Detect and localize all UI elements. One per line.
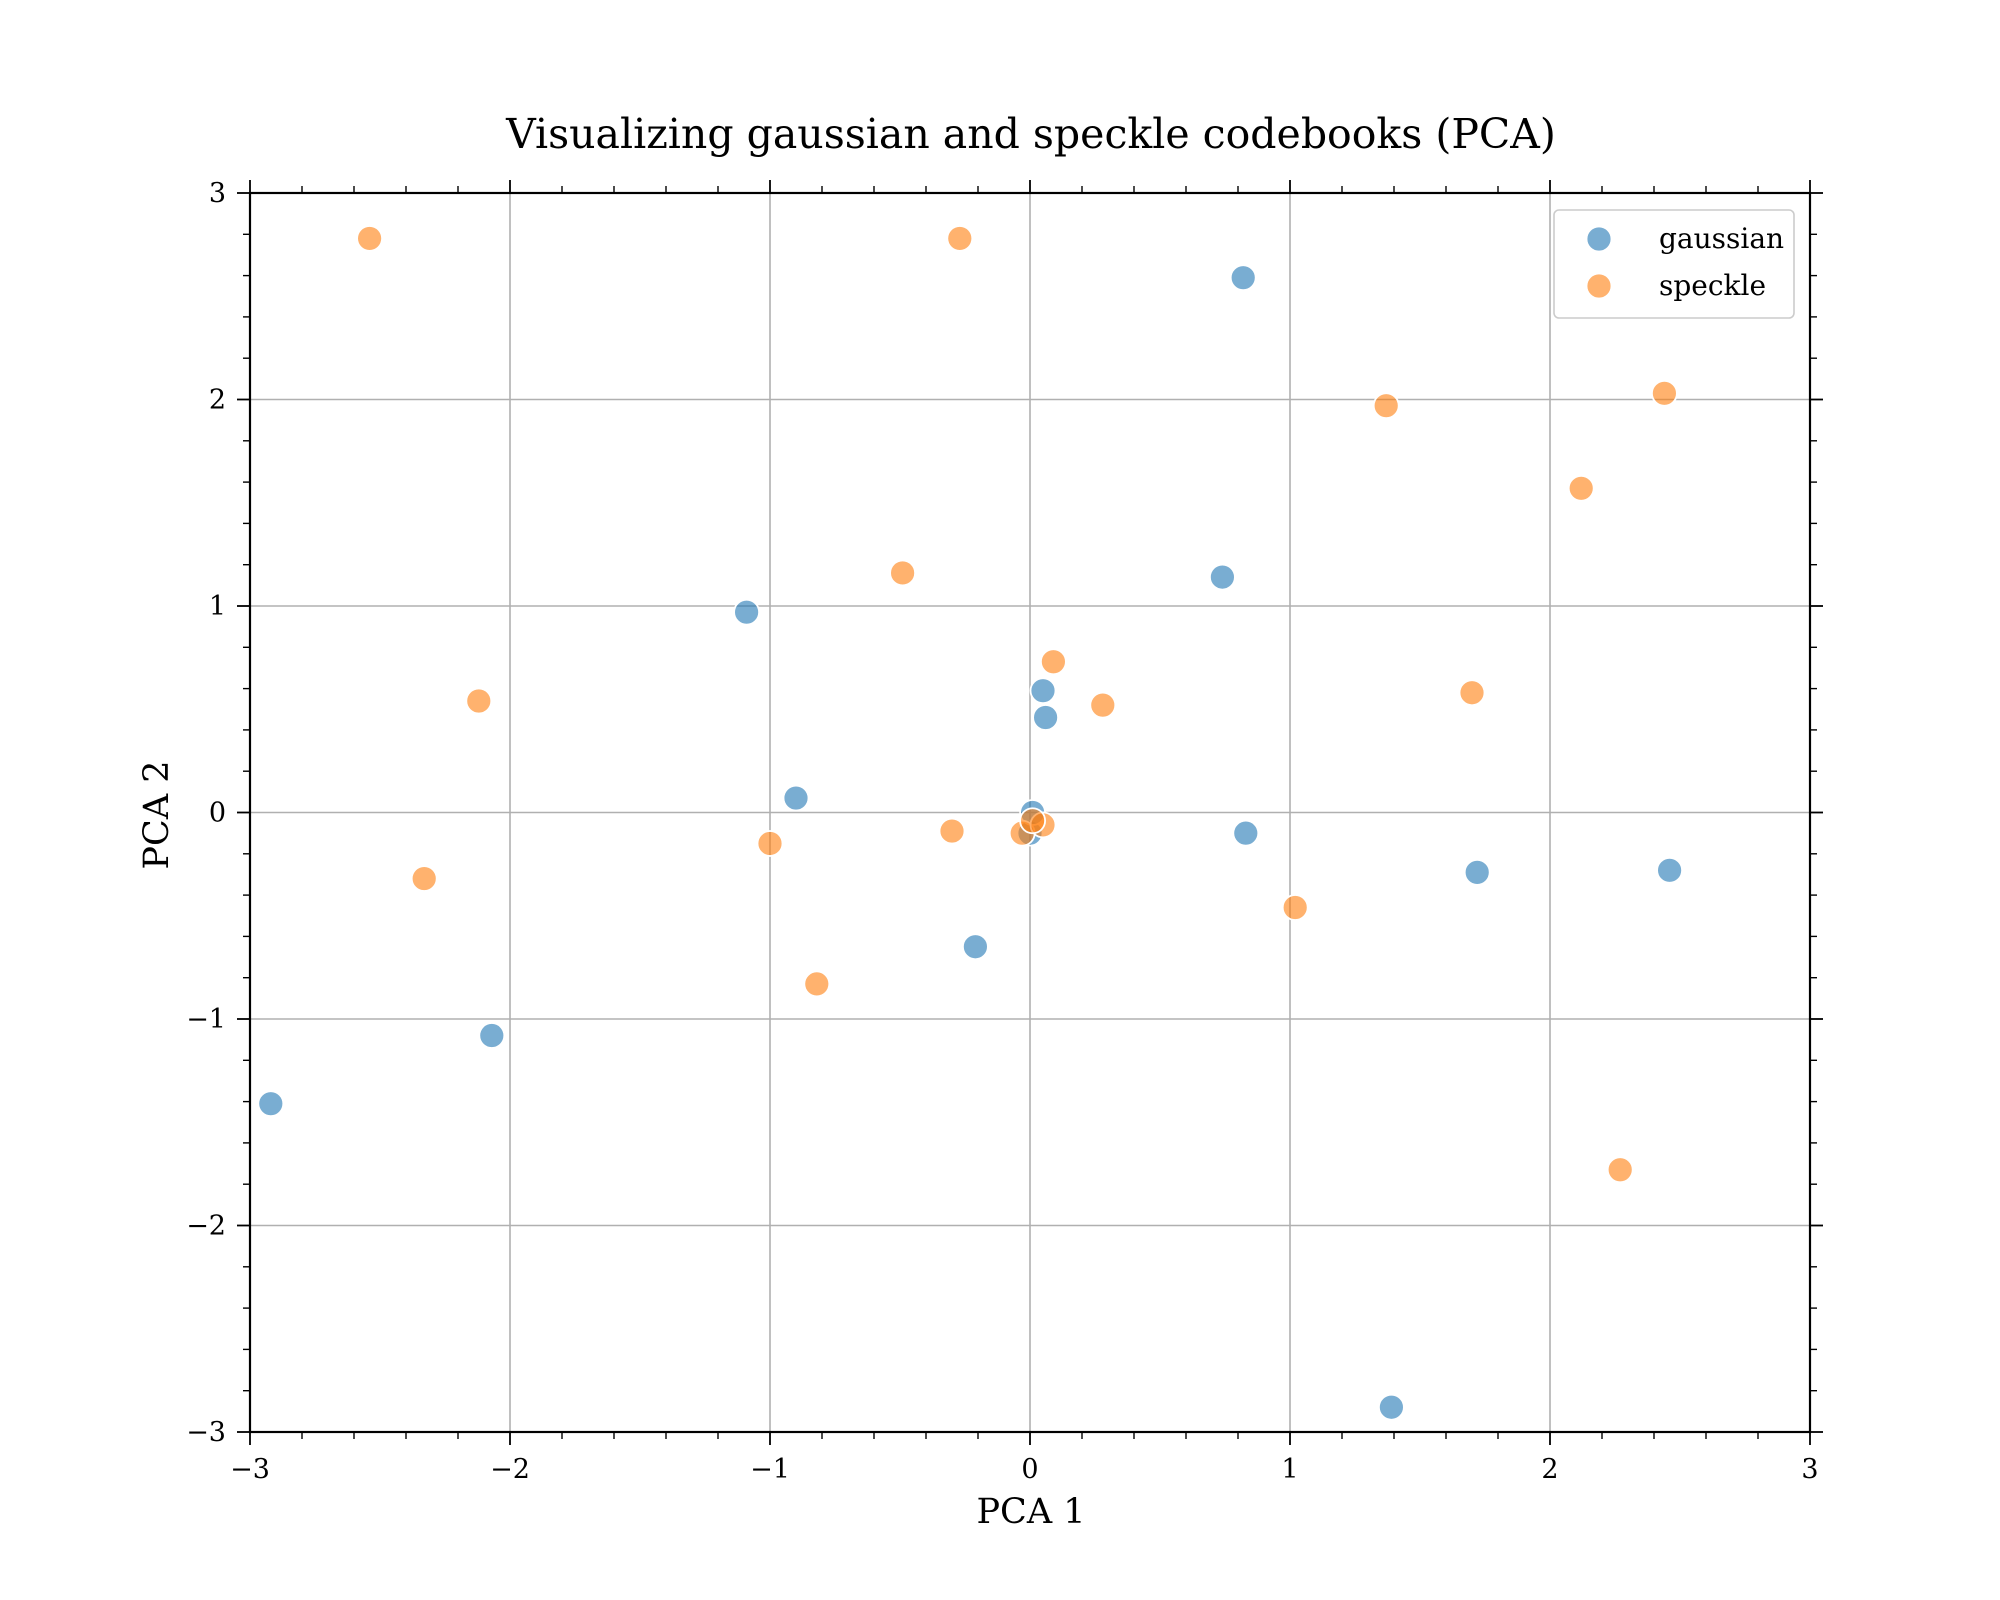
x-tick-label: 2 xyxy=(1541,1454,1558,1485)
x-tick-label: 0 xyxy=(1021,1454,1038,1485)
chart-title: Visualizing gaussian and speckle codeboo… xyxy=(505,110,1556,158)
point-speckle xyxy=(1458,679,1486,707)
legend-marker-gaussian xyxy=(1585,225,1613,253)
point-gaussian xyxy=(1209,563,1236,591)
legend: gaussian speckle xyxy=(1553,209,1795,319)
point-gaussian xyxy=(1232,819,1260,847)
point-speckle xyxy=(803,970,831,998)
y-tick-label: 2 xyxy=(209,385,226,416)
data-points xyxy=(257,225,1683,1421)
point-gaussian xyxy=(1032,704,1059,731)
point-speckle xyxy=(1606,1156,1634,1184)
point-gaussian xyxy=(478,1022,506,1049)
x-tick-label: −2 xyxy=(490,1454,530,1485)
point-speckle xyxy=(1567,474,1595,502)
point-gaussian xyxy=(1229,264,1257,292)
y-tick-label: −2 xyxy=(186,1211,226,1242)
point-gaussian xyxy=(1029,677,1057,705)
point-speckle xyxy=(356,225,384,252)
point-gaussian xyxy=(962,933,989,961)
y-tick-label: 0 xyxy=(209,798,226,829)
point-speckle xyxy=(756,830,784,857)
x-tick-label: −3 xyxy=(230,1454,270,1485)
x-tick-label: 3 xyxy=(1801,1454,1818,1485)
legend-label-speckle: speckle xyxy=(1659,269,1766,302)
x-tick-label: 1 xyxy=(1281,1454,1298,1485)
point-speckle xyxy=(946,225,974,252)
y-tick-label: 3 xyxy=(209,178,226,209)
tick-labels: −3 −2 −1 0 1 2 3 −3 −2 −1 0 1 2 3 xyxy=(186,178,1818,1485)
point-gaussian xyxy=(257,1090,285,1118)
point-gaussian xyxy=(1656,856,1683,884)
point-speckle xyxy=(465,687,493,715)
y-axis-label: PCA 2 xyxy=(137,761,177,870)
legend-box xyxy=(1553,209,1795,319)
point-speckle xyxy=(938,817,966,845)
x-tick-label: −1 xyxy=(750,1454,790,1485)
point-speckle xyxy=(1089,691,1117,719)
point-gaussian xyxy=(1463,858,1491,886)
y-tick-label: −3 xyxy=(186,1417,226,1448)
point-speckle xyxy=(1019,807,1046,835)
point-gaussian xyxy=(733,598,760,626)
tick-marks xyxy=(237,180,1823,1445)
point-speckle xyxy=(889,559,916,587)
legend-label-gaussian: gaussian xyxy=(1659,222,1784,255)
point-speckle xyxy=(1372,392,1400,420)
point-speckle xyxy=(1040,648,1067,676)
point-gaussian xyxy=(782,784,810,812)
point-speckle xyxy=(1651,379,1678,407)
y-tick-label: −1 xyxy=(186,1004,226,1035)
point-speckle xyxy=(1281,894,1309,921)
legend-marker-speckle xyxy=(1585,272,1613,300)
y-tick-label: 1 xyxy=(209,591,226,622)
point-gaussian xyxy=(1378,1393,1405,1421)
x-axis-label: PCA 1 xyxy=(977,1492,1086,1532)
point-speckle xyxy=(410,865,438,892)
